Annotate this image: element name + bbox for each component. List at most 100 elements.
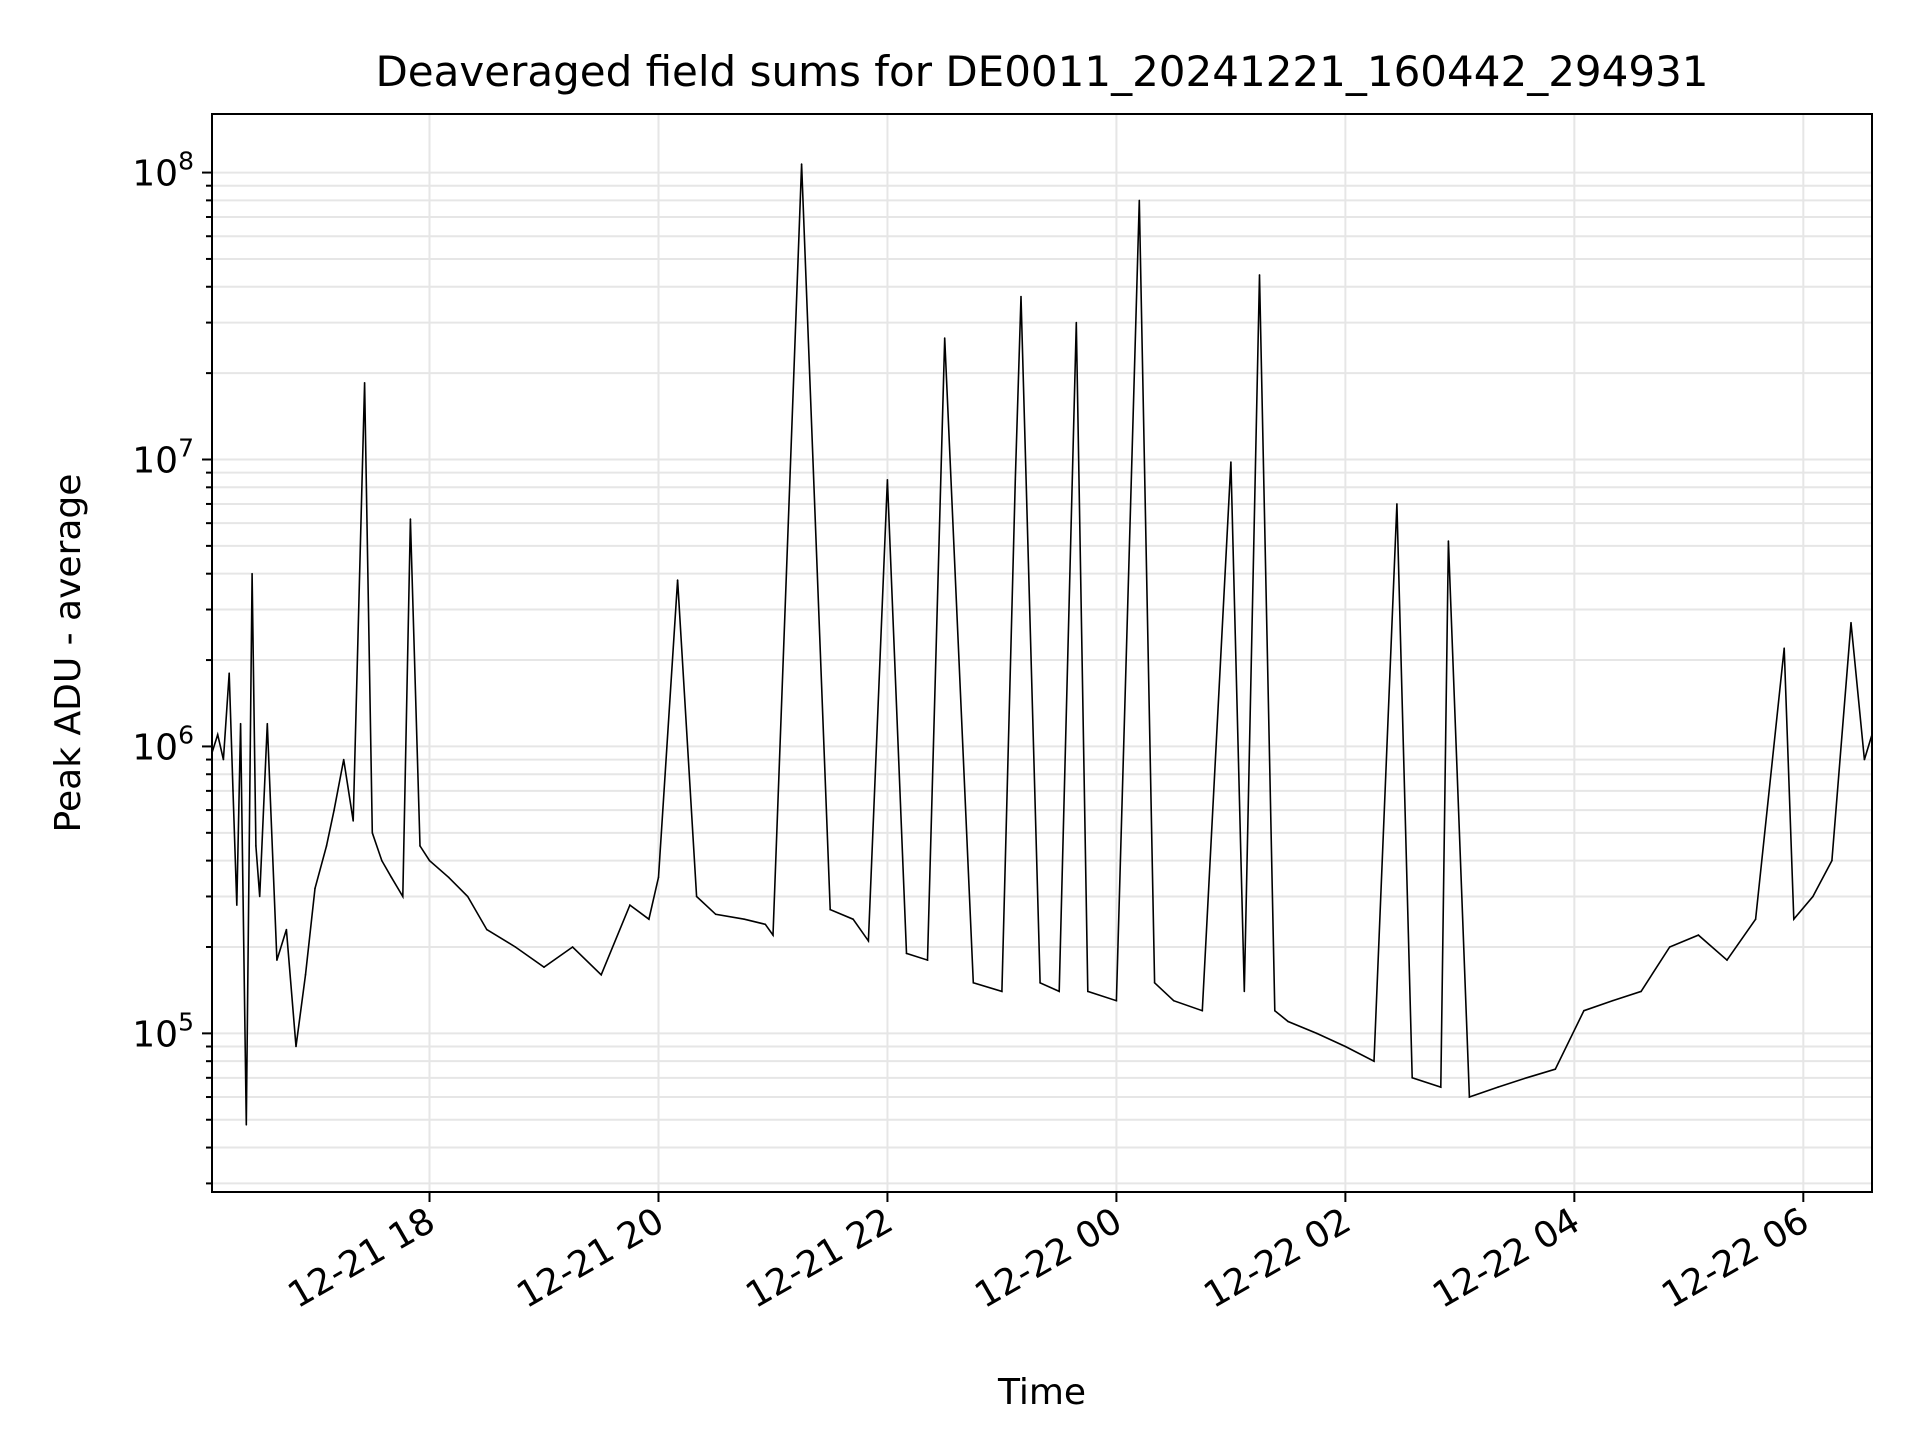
data-point: [409, 518, 412, 520]
data-point: [695, 895, 698, 898]
data-point: [304, 974, 307, 976]
data-point: [571, 946, 574, 948]
grid-lines: [212, 114, 1872, 1192]
data-point: [1447, 540, 1450, 542]
data-point: [657, 876, 660, 879]
data-point: [1863, 758, 1866, 761]
data-point: [629, 904, 631, 906]
data-point: [1138, 199, 1141, 202]
data-point: [251, 572, 253, 575]
data-point: [1497, 1086, 1499, 1088]
data-point: [1316, 1032, 1318, 1035]
data-point: [1287, 1020, 1289, 1023]
data-point: [222, 758, 225, 761]
data-point: [1153, 982, 1156, 984]
data-point: [1754, 918, 1757, 920]
data-point: [236, 904, 238, 906]
data-point: [314, 887, 316, 890]
data-point: [1640, 990, 1642, 993]
data-point: [867, 940, 870, 942]
data-point: [1525, 1077, 1528, 1079]
data-point: [276, 959, 278, 961]
data-point: [852, 918, 854, 920]
data-point: [342, 758, 345, 761]
data-point: [266, 722, 269, 725]
data-point: [514, 946, 517, 948]
data-point: [1793, 918, 1795, 920]
data-point: [543, 966, 545, 968]
data-point: [352, 820, 355, 822]
data-point: [1850, 621, 1852, 624]
y-tick-label: 108: [132, 147, 194, 195]
data-point: [228, 672, 230, 674]
data-point: [428, 859, 431, 862]
data-point: [943, 337, 946, 339]
data-point: [245, 1124, 248, 1126]
data-point: [600, 974, 602, 976]
data-point: [972, 982, 975, 984]
data-point: [829, 908, 831, 911]
data-point: [1258, 274, 1261, 276]
data-point: [1373, 1060, 1375, 1062]
data-point: [764, 923, 767, 926]
data-point: [1726, 959, 1728, 961]
data-point: [1058, 990, 1060, 993]
data-point: [1411, 1077, 1413, 1079]
data-point: [239, 722, 242, 725]
y-tick-label: 105: [132, 1007, 194, 1055]
data-point: [1039, 982, 1041, 984]
data-point: [1201, 1009, 1204, 1012]
data-point: [648, 918, 650, 920]
data-point: [1440, 1086, 1442, 1088]
y-axis-label: Peak ADU - average: [48, 474, 89, 833]
data-point: [447, 876, 450, 879]
data-point: [1668, 946, 1671, 948]
data-point: [419, 845, 421, 847]
data-point: [216, 733, 219, 736]
y-tick-label: 106: [132, 720, 194, 768]
data-point: [486, 928, 488, 931]
data-point: [743, 918, 746, 920]
y-tick-label: 107: [132, 434, 194, 482]
series-layer: [212, 163, 1872, 1126]
data-point: [390, 876, 393, 879]
data-point: [1001, 990, 1003, 993]
data-point: [1014, 479, 1017, 481]
data-point: [1783, 647, 1785, 649]
data-point: [1172, 999, 1175, 1002]
data-point: [258, 895, 261, 898]
data-point: [676, 579, 679, 581]
chart-title: Deaveraged field sums for DE0011_2024122…: [375, 47, 1708, 96]
data-point: [255, 845, 257, 847]
data-point: [466, 895, 469, 898]
data-point: [1583, 1009, 1585, 1012]
data-point: [800, 163, 803, 165]
data-point: [1087, 990, 1089, 993]
data-point: [1812, 895, 1814, 898]
data-point: [714, 913, 717, 916]
data-point: [363, 382, 366, 384]
data-point: [333, 809, 335, 811]
data-point: [1831, 859, 1833, 862]
data-point: [295, 1045, 297, 1048]
plot-frame: [211, 113, 1873, 1193]
data-point: [772, 934, 774, 936]
data-point: [1344, 1045, 1347, 1048]
data-point: [1468, 1096, 1471, 1098]
data-point: [402, 895, 404, 898]
data-point: [1554, 1068, 1557, 1070]
data-point: [905, 952, 908, 955]
data-point: [926, 959, 929, 961]
data-point: [1230, 461, 1232, 463]
data-point: [381, 859, 383, 862]
data-point: [1243, 990, 1246, 993]
data-point: [886, 479, 889, 481]
data-point: [1115, 999, 1118, 1002]
data-point: [371, 832, 374, 834]
data-point: [1274, 1009, 1276, 1012]
x-axis-label: Time: [997, 1372, 1086, 1413]
data-point: [1396, 503, 1398, 505]
data-point: [1075, 321, 1078, 324]
